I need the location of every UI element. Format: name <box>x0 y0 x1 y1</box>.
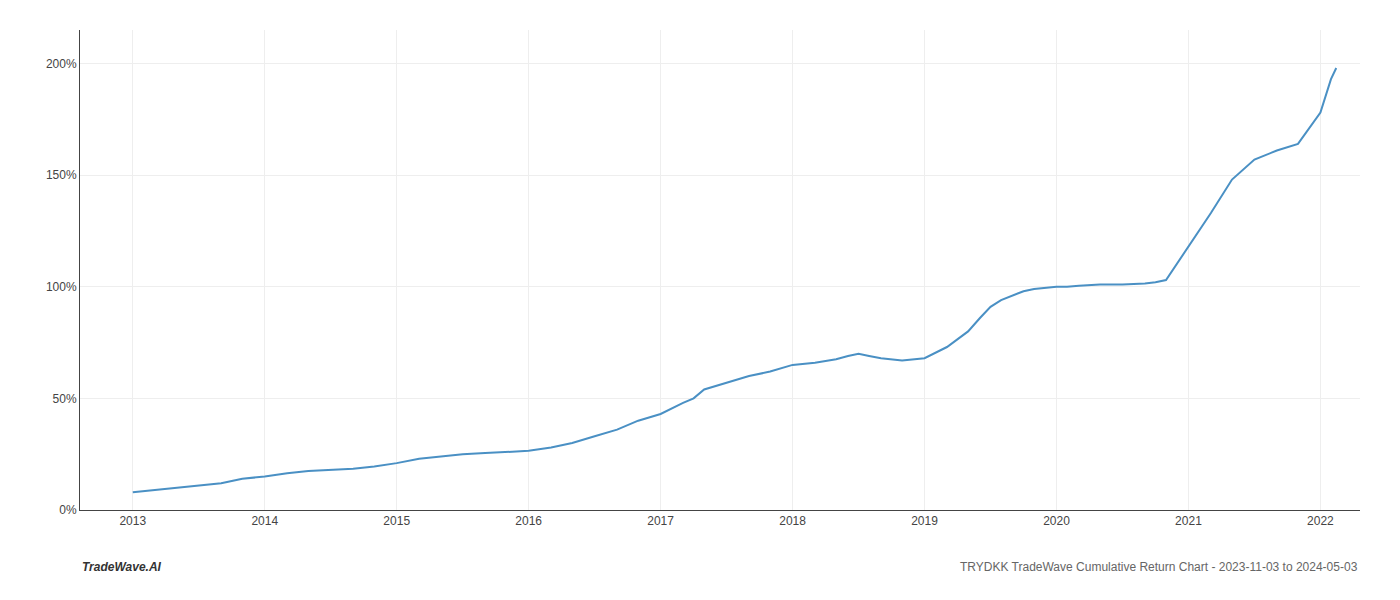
svg-text:150%: 150% <box>46 168 77 182</box>
svg-text:2022: 2022 <box>1307 514 1334 528</box>
svg-text:2020: 2020 <box>1043 514 1070 528</box>
svg-text:2015: 2015 <box>383 514 410 528</box>
svg-text:TRYDKK TradeWave Cumulative Re: TRYDKK TradeWave Cumulative Return Chart… <box>960 560 1358 574</box>
svg-text:2013: 2013 <box>119 514 146 528</box>
svg-text:TradeWave.AI: TradeWave.AI <box>82 560 162 574</box>
svg-text:2018: 2018 <box>779 514 806 528</box>
svg-text:100%: 100% <box>46 280 77 294</box>
svg-text:2019: 2019 <box>911 514 938 528</box>
svg-text:0%: 0% <box>59 503 77 517</box>
svg-text:2016: 2016 <box>515 514 542 528</box>
svg-text:50%: 50% <box>53 392 77 406</box>
svg-text:2021: 2021 <box>1175 514 1202 528</box>
svg-text:2014: 2014 <box>251 514 278 528</box>
svg-text:2017: 2017 <box>647 514 674 528</box>
svg-text:200%: 200% <box>46 57 77 71</box>
